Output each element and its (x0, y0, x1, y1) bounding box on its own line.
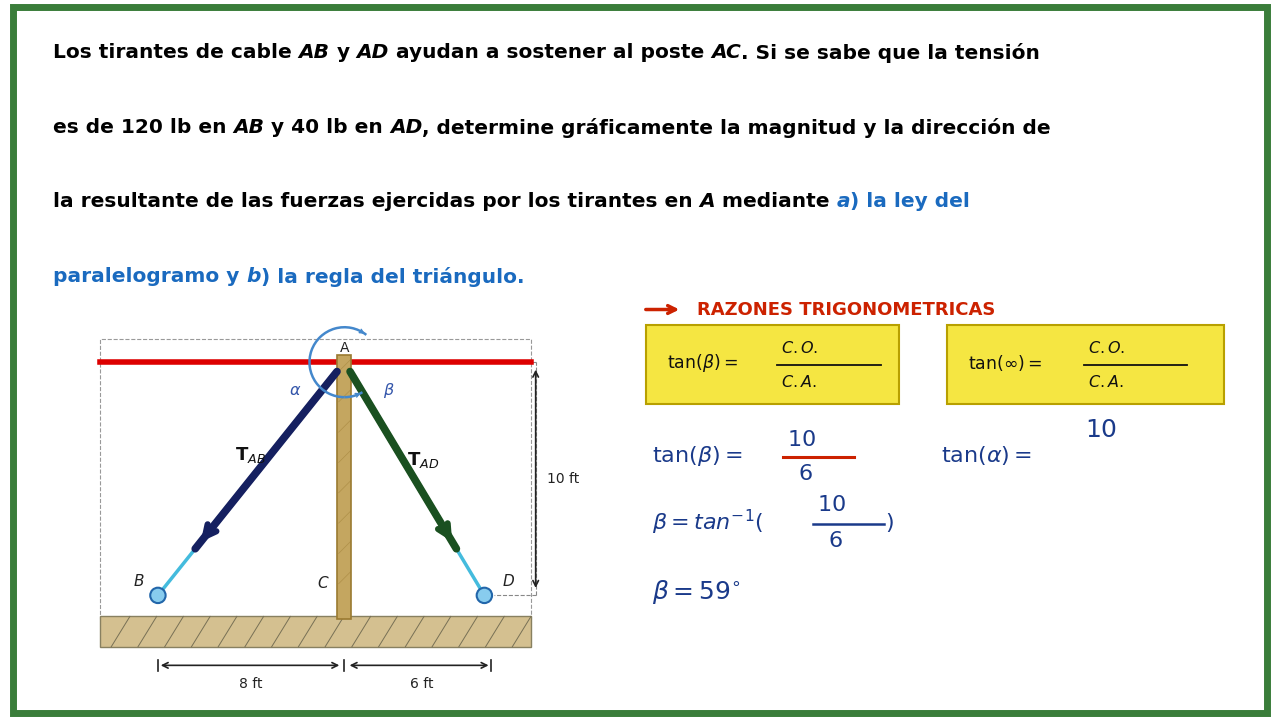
Bar (100, 339, 531, 618)
Text: y: y (329, 43, 357, 62)
Text: $6$: $6$ (797, 464, 813, 484)
Text: $)$: $)$ (886, 511, 895, 534)
Text: $\mathit{C.O.}$: $\mathit{C.O.}$ (781, 340, 819, 356)
Text: D: D (503, 574, 515, 589)
Text: , determine gráficamente la magnitud y la dirección de: , determine gráficamente la magnitud y l… (422, 117, 1051, 138)
Text: b: b (246, 266, 261, 286)
Text: . Si se sabe que la tensión: . Si se sabe que la tensión (741, 43, 1039, 63)
Text: mediante: mediante (716, 192, 837, 211)
Circle shape (476, 588, 492, 603)
Text: AB: AB (233, 117, 265, 137)
Text: Los tirantes de cable: Los tirantes de cable (52, 43, 298, 62)
Text: $\mathrm{tan}(\alpha) = $: $\mathrm{tan}(\alpha) = $ (941, 444, 1032, 467)
Text: AC: AC (712, 43, 741, 62)
Text: ayudan a sostener al poste: ayudan a sostener al poste (389, 43, 712, 62)
Text: a: a (837, 192, 850, 211)
Text: $\beta = \mathit{tan}^{-1}($: $\beta = \mathit{tan}^{-1}($ (652, 508, 763, 537)
Text: ) la regla del triángulo.: ) la regla del triángulo. (261, 266, 524, 287)
Text: $\beta = 59^{\circ}$: $\beta = 59^{\circ}$ (652, 577, 741, 606)
Text: $\mathbf{T}_{AB}$: $\mathbf{T}_{AB}$ (234, 446, 266, 466)
Text: paralelogramo y: paralelogramo y (52, 266, 246, 286)
Text: $\mathit{C.O.}$: $\mathit{C.O.}$ (1088, 340, 1125, 356)
Circle shape (150, 588, 165, 603)
Text: $\mathrm{tan}(\beta) = $: $\mathrm{tan}(\beta) = $ (652, 444, 742, 468)
FancyBboxPatch shape (947, 325, 1224, 405)
Text: $\alpha$: $\alpha$ (289, 383, 302, 397)
Text: $10$: $10$ (787, 431, 817, 450)
Text: $\mathbf{T}_{AD}$: $\mathbf{T}_{AD}$ (407, 450, 439, 470)
Text: y 40 lb en: y 40 lb en (265, 117, 390, 137)
Text: $\mathit{C.A.}$: $\mathit{C.A.}$ (1088, 374, 1124, 390)
Text: 6 ft: 6 ft (410, 677, 433, 691)
Text: 8 ft: 8 ft (239, 677, 262, 691)
Text: C: C (317, 576, 328, 591)
Text: RAZONES TRIGONOMETRICAS: RAZONES TRIGONOMETRICAS (698, 300, 996, 318)
Text: 10 ft: 10 ft (548, 472, 580, 486)
Text: $\mathrm{tan}(\infty) = $: $\mathrm{tan}(\infty) = $ (968, 354, 1042, 374)
Text: A: A (699, 192, 716, 211)
Text: AD: AD (357, 43, 389, 62)
Text: $6$: $6$ (828, 531, 842, 552)
Text: ) la ley del: ) la ley del (850, 192, 970, 211)
Text: la resultante de las fuerzas ejercidas por los tirantes en: la resultante de las fuerzas ejercidas p… (52, 192, 699, 211)
Text: $\mathit{C.A.}$: $\mathit{C.A.}$ (781, 374, 817, 390)
Text: $10$: $10$ (1085, 418, 1117, 442)
Text: $10$: $10$ (818, 495, 846, 516)
Text: $\mathrm{tan}(\beta) = $: $\mathrm{tan}(\beta) = $ (667, 352, 739, 374)
Text: A: A (339, 341, 349, 355)
Text: AD: AD (390, 117, 422, 137)
Text: B: B (133, 574, 143, 589)
FancyBboxPatch shape (646, 325, 899, 405)
Text: AB: AB (298, 43, 329, 62)
Bar (338, 355, 352, 618)
Text: es de 120 lb en: es de 120 lb en (52, 117, 233, 137)
Text: $\beta$: $\beta$ (383, 381, 394, 400)
Bar (100, 616, 531, 647)
